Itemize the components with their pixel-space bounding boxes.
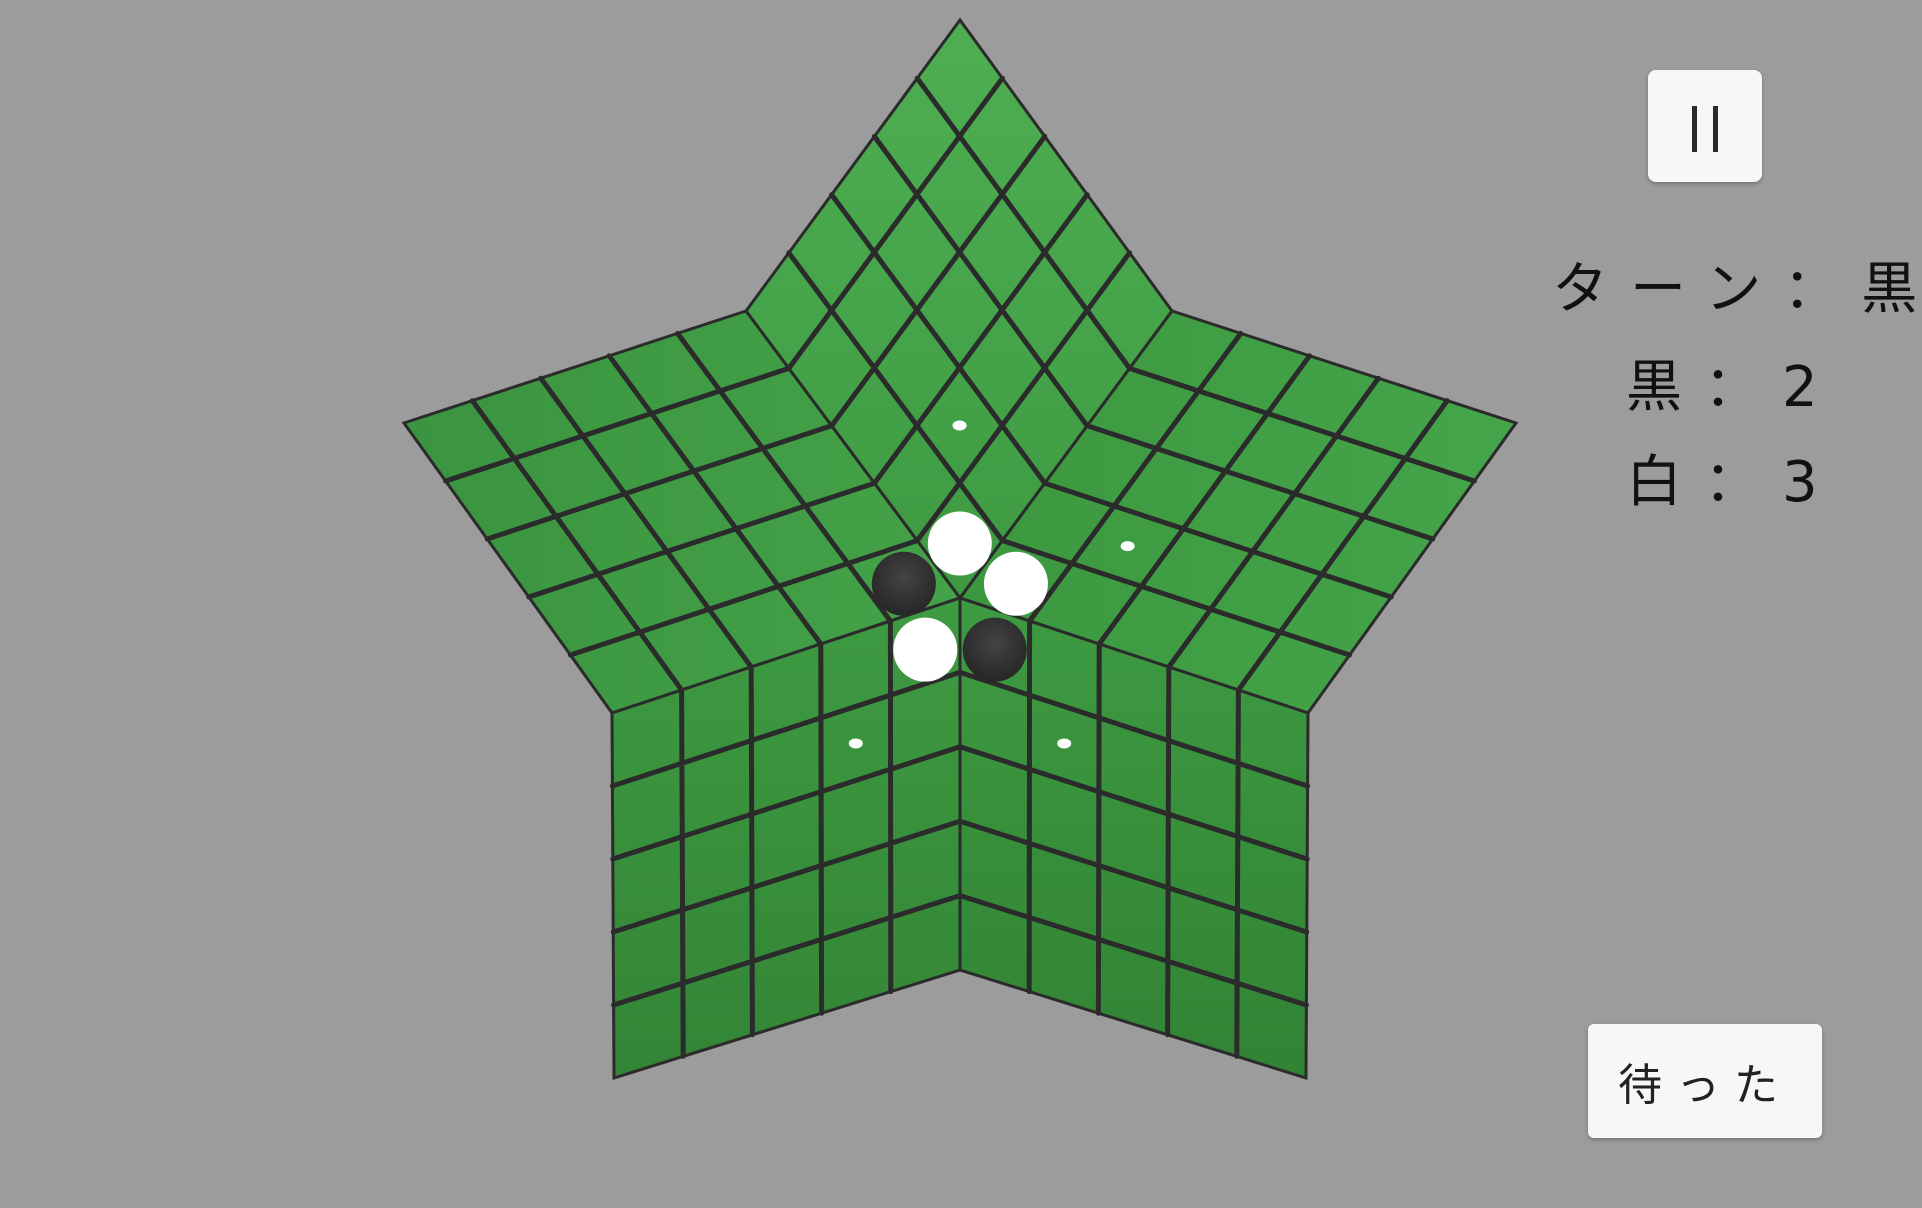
grid-line bbox=[821, 644, 822, 1013]
move-hint-dot[interactable] bbox=[849, 738, 863, 748]
grid-line bbox=[1168, 667, 1169, 1035]
grid-line bbox=[682, 690, 684, 1056]
grid-line bbox=[1237, 690, 1239, 1056]
white-piece[interactable] bbox=[984, 552, 1048, 616]
grid-line bbox=[1098, 644, 1099, 1013]
turn-indicator: ターン：黒 bbox=[1552, 262, 1922, 318]
grid-line bbox=[751, 667, 752, 1035]
black-score: 黒：2 bbox=[1626, 360, 1840, 416]
move-hint-dot[interactable] bbox=[953, 420, 967, 430]
undo-button[interactable]: 待った bbox=[1588, 1024, 1822, 1138]
move-hint-dot[interactable] bbox=[1121, 541, 1135, 551]
white-piece[interactable] bbox=[893, 618, 957, 682]
white-piece[interactable] bbox=[928, 512, 992, 576]
move-hint-dot[interactable] bbox=[1057, 738, 1071, 748]
black-piece[interactable] bbox=[872, 552, 936, 616]
black-piece[interactable] bbox=[963, 618, 1027, 682]
white-score: 白：3 bbox=[1626, 455, 1840, 511]
pause-button[interactable] bbox=[1648, 70, 1762, 182]
